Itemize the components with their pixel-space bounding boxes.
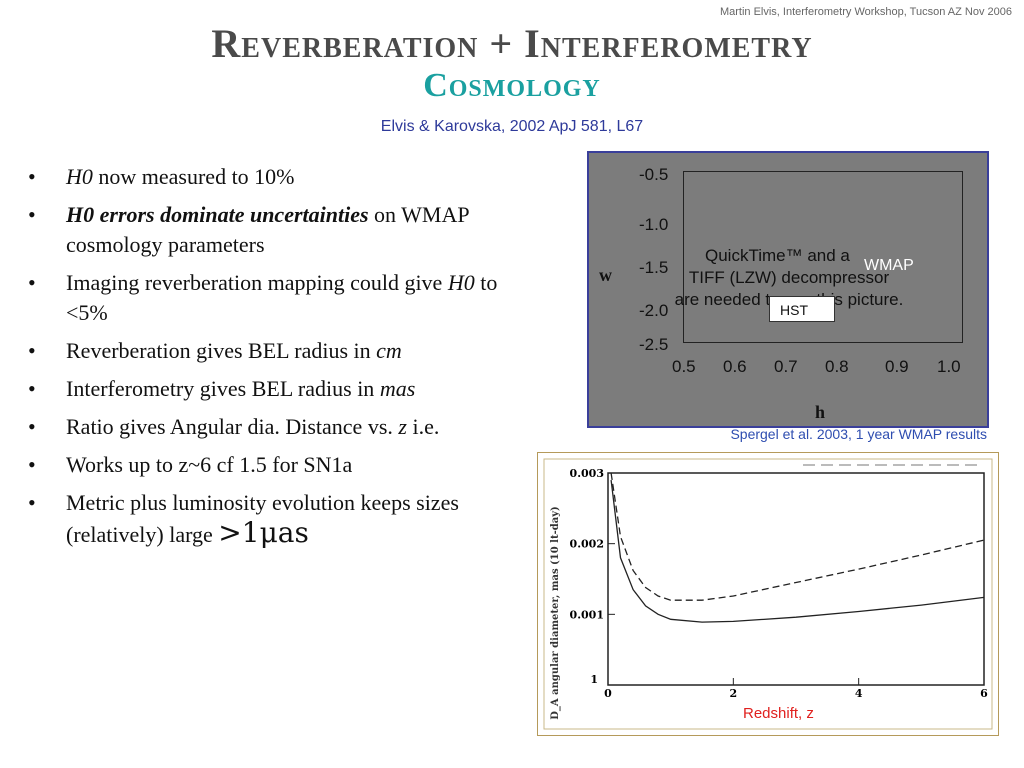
bullet-list: • H0 now measured to 10% • H0 errors dom… xyxy=(28,162,528,558)
x-tick-label: 0.8 xyxy=(825,357,849,376)
bullet-dot: • xyxy=(28,164,36,189)
wmap-hst-figure: -0.5 -1.0 -1.5 -2.0 -2.5 0.5 0.6 0.7 0.8… xyxy=(587,151,989,428)
slide-subtitle: Cosmology xyxy=(423,67,601,104)
y-tick-label: 1 xyxy=(590,673,598,686)
placeholder-line: QuickTime™ and a xyxy=(705,246,850,265)
hst-label: HST xyxy=(769,296,835,322)
bullet-text: Works up to z~6 cf 1.5 for SN1a xyxy=(66,452,353,477)
bullet-dot: • xyxy=(28,338,36,363)
y-tick-label: 0.003 xyxy=(570,467,604,480)
bullet-strong-emphasis: H0 errors dominate uncertainties xyxy=(66,202,369,227)
x-tick-label: 0.5 xyxy=(672,357,696,376)
bullet-item: • Imaging reverberation mapping could gi… xyxy=(28,268,528,328)
y-tick-label: -2.5 xyxy=(639,335,669,354)
y-tick-label: -0.5 xyxy=(639,165,669,184)
y-axis-label: D_A angular diameter, mas (10 lt-day) xyxy=(550,506,561,720)
plot-frame xyxy=(683,171,963,343)
x-tick-label: 1.0 xyxy=(937,357,961,376)
x-tick-label: 0 xyxy=(604,687,612,700)
bullet-emphasis: mas xyxy=(379,376,416,401)
y-tick-label: -1.0 xyxy=(639,215,669,234)
plot-frame xyxy=(607,472,985,686)
dashed-series-line xyxy=(610,472,985,601)
wmap-label: WMAP xyxy=(864,257,914,274)
y-tick-label: -1.5 xyxy=(639,258,669,277)
bullet-item: • Works up to z~6 cf 1.5 for SN1a xyxy=(28,450,528,480)
bullet-item: • Interferometry gives BEL radius in mas xyxy=(28,374,528,404)
solid-series-line xyxy=(610,480,985,623)
x-tick-label: 0.9 xyxy=(885,357,909,376)
x-tick-label: 6 xyxy=(980,687,988,700)
x-tick-label: 0.6 xyxy=(723,357,747,376)
slide-title: Reverberation + Interferometry xyxy=(211,21,813,66)
bullet-item: • Metric plus luminosity evolution keeps… xyxy=(28,488,528,550)
bullet-item: • H0 now measured to 10% xyxy=(28,162,528,192)
bullet-text: to <5% xyxy=(66,270,498,325)
bullet-dot: • xyxy=(28,414,36,439)
bullet-text: i.e. xyxy=(406,414,440,439)
bullet-text: Metric plus luminosity evolution keeps s… xyxy=(66,490,459,547)
y-tick-label: 0.001 xyxy=(570,608,604,621)
figure-caption: Spergel et al. 2003, 1 year WMAP results xyxy=(730,426,987,442)
angular-diameter-chart: 0.003 0.002 0.001 1 0 2 4 6 D_A angular diamet… xyxy=(543,458,993,730)
x-tick-label: 0.7 xyxy=(774,357,798,376)
header-note: Martin Elvis, Interferometry Workshop, T… xyxy=(719,6,1012,18)
bullet-dot: • xyxy=(28,202,36,227)
citation: Elvis & Karovska, 2002 ApJ 581, L67 xyxy=(380,118,644,135)
bullet-emphasis: H0 xyxy=(447,270,475,295)
bullet-item: • Ratio gives Angular dia. Distance vs. … xyxy=(28,412,528,442)
x-tick-label: 2 xyxy=(730,687,738,700)
figure-inner-border xyxy=(543,458,993,730)
angular-diameter-figure: 0.003 0.002 0.001 1 0 2 4 6 D_A angular diamet… xyxy=(537,452,999,736)
placeholder-line: TIFF (LZW) decompressor xyxy=(688,268,890,287)
bullet-dot: • xyxy=(28,452,36,477)
x-axis-label: Redshift, z xyxy=(743,705,814,722)
bullet-emphasis: z xyxy=(398,414,407,439)
bullet-dot: • xyxy=(28,270,36,295)
y-tick-label: 0.002 xyxy=(570,538,604,551)
bullet-dot: • xyxy=(28,490,36,515)
bullet-text: now measured to 10% xyxy=(92,164,295,189)
x-axis-label: h xyxy=(815,402,826,422)
bullet-big-text: >1μas xyxy=(218,516,309,549)
bullet-emphasis: H0 xyxy=(66,164,93,189)
bullet-text: Reverberation gives BEL radius in xyxy=(66,338,377,363)
bullet-text: on WMAP cosmology parameters xyxy=(66,202,469,257)
y-axis-label: w xyxy=(599,265,612,285)
bullet-dot: • xyxy=(28,376,36,401)
bullet-item: • H0 errors dominate uncertainties on WM… xyxy=(28,200,528,260)
bullet-emphasis: cm xyxy=(376,338,402,363)
bullet-text: Imaging reverberation mapping could give xyxy=(66,270,448,295)
y-tick-label: -2.0 xyxy=(639,301,669,320)
bullet-text: Interferometry gives BEL radius in xyxy=(66,376,380,401)
bullet-item: • Reverberation gives BEL radius in cm xyxy=(28,336,528,366)
bullet-text: Ratio gives Angular dia. Distance vs. xyxy=(66,414,399,439)
x-tick-label: 4 xyxy=(855,687,863,700)
